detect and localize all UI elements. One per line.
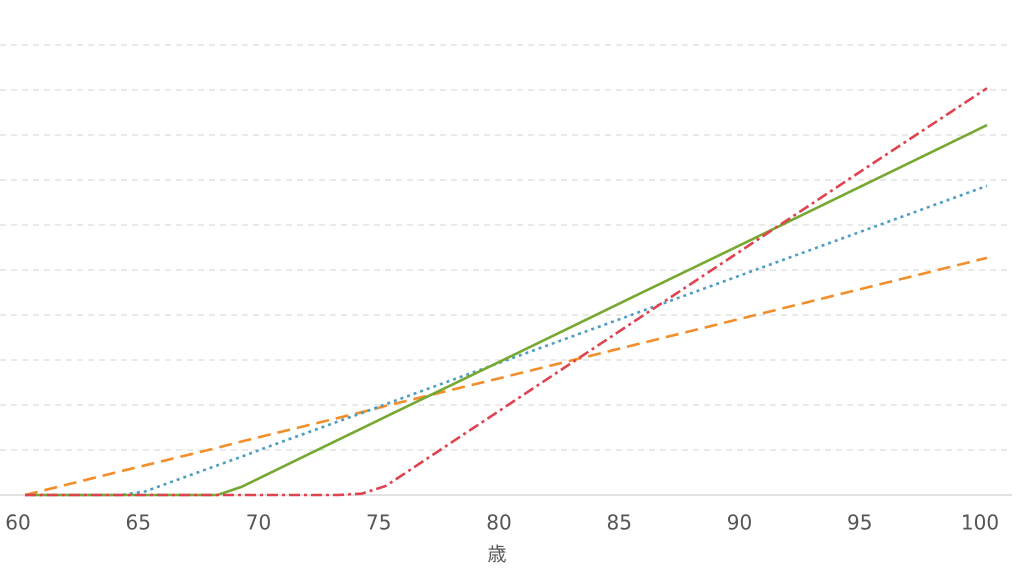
x-tick-label: 75 — [366, 511, 391, 535]
x-tick-label: 85 — [607, 511, 632, 535]
series-line — [24, 256, 988, 497]
x-tick-label: 65 — [126, 511, 151, 535]
x-tick-label: 100 — [961, 511, 999, 535]
series-line — [25, 87, 988, 497]
series-line — [25, 184, 988, 497]
x-tick-label: 95 — [847, 511, 872, 535]
x-tick-label: 70 — [246, 511, 271, 535]
x-axis-title: 歳 — [487, 544, 506, 566]
x-tick-label: 60 — [5, 511, 30, 535]
x-tick-label: 90 — [727, 511, 752, 535]
x-tick-label: 80 — [486, 511, 511, 535]
